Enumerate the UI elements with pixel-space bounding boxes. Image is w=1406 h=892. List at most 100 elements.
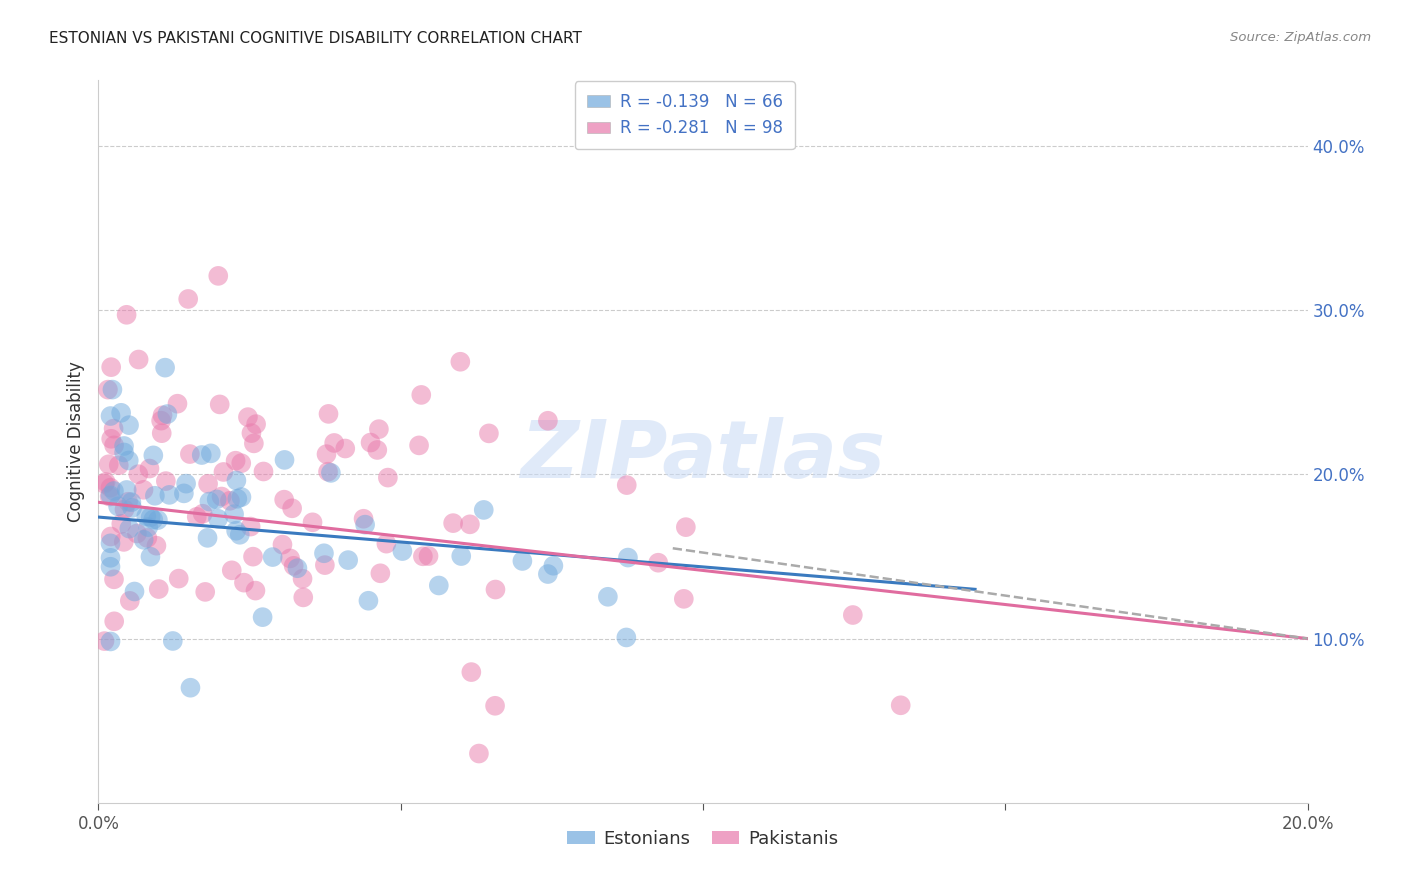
Point	[100, 634, 122, 648]
Point	[240, 426, 263, 441]
Point	[278, 551, 301, 566]
Point	[484, 698, 506, 713]
Point	[314, 558, 336, 573]
Point	[100, 360, 122, 375]
Point	[458, 517, 481, 532]
Point	[222, 507, 245, 521]
Point	[124, 584, 146, 599]
Point	[100, 409, 122, 423]
Y-axis label: Cognitive Disability: Cognitive Disability	[66, 361, 84, 522]
Point	[478, 426, 501, 441]
Point	[132, 533, 155, 547]
Point	[484, 582, 506, 597]
Point	[190, 448, 212, 462]
Point	[100, 529, 122, 543]
Point	[118, 418, 141, 433]
Point	[118, 522, 141, 536]
Point	[103, 438, 125, 452]
Text: ZIPatlas: ZIPatlas	[520, 417, 886, 495]
Point	[97, 383, 120, 397]
Point	[411, 388, 433, 402]
Point	[115, 483, 138, 497]
Point	[281, 501, 304, 516]
Point	[100, 550, 122, 565]
Point	[242, 549, 264, 564]
Point	[292, 591, 315, 605]
Point	[136, 520, 159, 534]
Point	[408, 438, 430, 452]
Point	[139, 549, 162, 564]
Point	[233, 575, 256, 590]
Point	[100, 488, 122, 502]
Point	[890, 698, 912, 713]
Point	[377, 470, 399, 484]
Point	[271, 538, 294, 552]
Point	[179, 447, 201, 461]
Point	[100, 536, 122, 550]
Point	[100, 559, 122, 574]
Point	[145, 539, 167, 553]
Point	[167, 572, 190, 586]
Point	[112, 535, 135, 549]
Point	[367, 422, 389, 436]
Point	[107, 500, 129, 514]
Point	[236, 410, 259, 425]
Point	[112, 445, 135, 459]
Point	[647, 556, 669, 570]
Point	[100, 432, 122, 446]
Point	[115, 308, 138, 322]
Point	[157, 488, 180, 502]
Point	[125, 526, 148, 541]
Point	[128, 352, 150, 367]
Point	[118, 453, 141, 467]
Point	[315, 447, 337, 461]
Point	[177, 292, 200, 306]
Point	[616, 478, 638, 492]
Point	[337, 553, 360, 567]
Point	[357, 593, 380, 607]
Point	[103, 422, 125, 436]
Point	[146, 513, 169, 527]
Point	[191, 507, 214, 521]
Point	[370, 566, 392, 581]
Point	[207, 512, 229, 526]
Point	[107, 458, 129, 473]
Point	[239, 519, 262, 533]
Point	[194, 585, 217, 599]
Point	[212, 465, 235, 479]
Point	[197, 476, 219, 491]
Point	[93, 634, 115, 648]
Point	[245, 417, 267, 431]
Point	[142, 449, 165, 463]
Point	[93, 476, 115, 491]
Point	[94, 475, 117, 489]
Point	[152, 409, 174, 423]
Point	[156, 407, 179, 421]
Point	[132, 483, 155, 497]
Point	[179, 681, 201, 695]
Point	[472, 503, 495, 517]
Point	[114, 502, 136, 516]
Point	[418, 549, 440, 563]
Point	[537, 414, 560, 428]
Point	[360, 435, 382, 450]
Point	[219, 493, 242, 508]
Point	[205, 492, 228, 507]
Point	[121, 500, 143, 515]
Point	[273, 492, 295, 507]
Point	[316, 465, 339, 479]
Point	[441, 516, 464, 530]
Point	[614, 631, 637, 645]
Point	[138, 461, 160, 475]
Point	[110, 516, 132, 531]
Point	[543, 558, 565, 573]
Point	[120, 495, 142, 509]
Point	[150, 426, 173, 441]
Point	[301, 516, 323, 530]
Point	[323, 436, 346, 450]
Point	[139, 510, 162, 524]
Point	[412, 549, 434, 564]
Point	[468, 747, 491, 761]
Point	[617, 550, 640, 565]
Point	[226, 491, 249, 506]
